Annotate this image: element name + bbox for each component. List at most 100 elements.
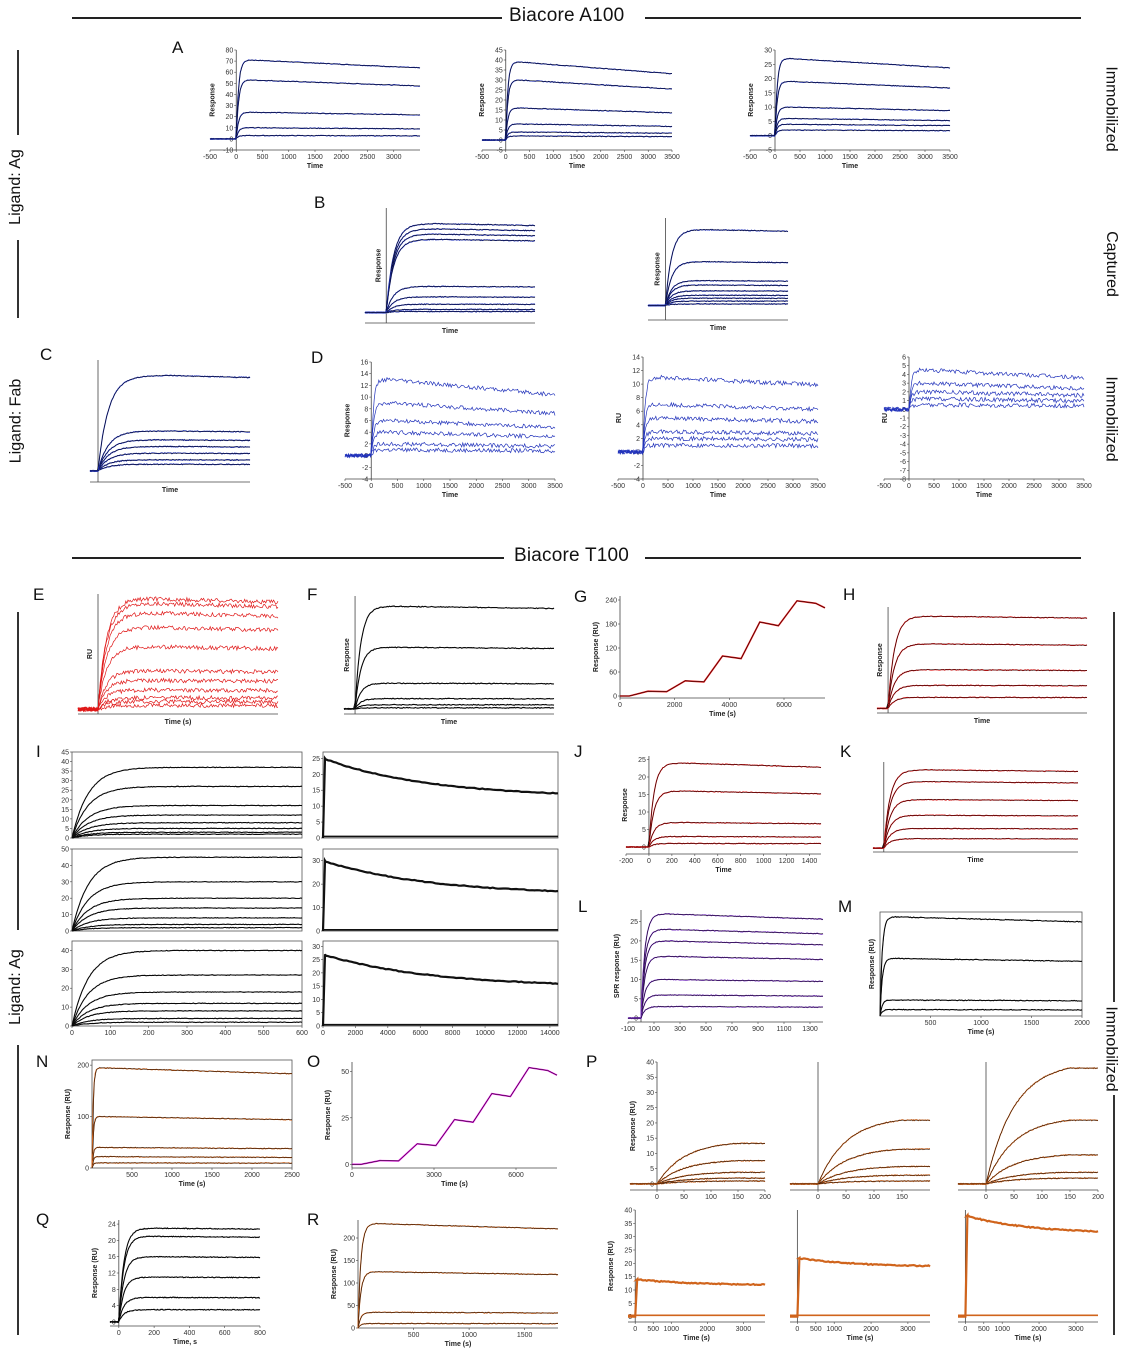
y-tick-label: 10 bbox=[360, 395, 368, 402]
series-4-fit bbox=[873, 815, 1078, 849]
series-6-fit bbox=[71, 1018, 302, 1027]
y-tick-label: 15 bbox=[495, 108, 503, 115]
series-2-line bbox=[71, 880, 303, 931]
y-tick-label: -4 bbox=[900, 442, 906, 449]
series-4-fit bbox=[91, 1156, 292, 1169]
series-1-fit bbox=[110, 1227, 260, 1323]
x-axis-label: Time (s) bbox=[683, 1335, 710, 1342]
series-5-fit bbox=[71, 917, 302, 932]
series-9-line bbox=[77, 694, 279, 712]
series-2-line bbox=[876, 643, 1088, 710]
y-tick-label: 10 bbox=[630, 977, 638, 984]
x-tick-label: 500 bbox=[794, 154, 806, 161]
series-1-line bbox=[481, 61, 672, 142]
y-axis-label: Response (RU) bbox=[869, 939, 876, 989]
y-tick-label: 10 bbox=[624, 1288, 632, 1295]
series-7-fit bbox=[71, 832, 302, 839]
y-axis-label: RU bbox=[87, 649, 94, 659]
series-5-line bbox=[876, 696, 1088, 710]
y-tick-label: 5 bbox=[316, 1010, 320, 1017]
series-4-fit bbox=[110, 1276, 260, 1323]
series-7-line bbox=[627, 1005, 824, 1020]
series-2-fit bbox=[648, 261, 788, 306]
y-tick-label: -6 bbox=[900, 459, 906, 466]
x-tick-label: 1000 bbox=[951, 483, 967, 490]
series-4-fit bbox=[71, 814, 302, 839]
series-4-line bbox=[879, 1008, 1083, 1017]
x-tick-label: -500 bbox=[475, 154, 489, 161]
x-tick-label: 12000 bbox=[508, 1030, 528, 1037]
series-2-line bbox=[71, 785, 303, 839]
series-3-line bbox=[749, 106, 950, 137]
series-4-line bbox=[872, 814, 1079, 849]
left-label-ligand-ag-bottom: Ligand: Ag bbox=[6, 949, 24, 1025]
series-5-fit bbox=[626, 843, 821, 848]
x-tick-label: 2500 bbox=[360, 154, 376, 161]
series-1-fit bbox=[958, 1067, 1098, 1185]
chart-a2: -500 0 500 1000 1500 2000 2500 3000 3500-5051015… bbox=[475, 48, 680, 171]
x-axis-label: Time bbox=[442, 328, 458, 335]
series-2-fit bbox=[90, 430, 250, 472]
y-axis-label: Response (RU) bbox=[593, 622, 600, 672]
x-tick-label: 3000 bbox=[900, 1326, 916, 1333]
y-tick-label: 20 bbox=[312, 772, 320, 779]
x-tick-label: 2000 bbox=[348, 1030, 364, 1037]
y-tick-label: 20 bbox=[630, 938, 638, 945]
x-tick-label: 3000 bbox=[785, 483, 801, 490]
y-tick-label: 60 bbox=[609, 670, 617, 677]
y-axis-label: Response bbox=[877, 643, 884, 677]
y-tick-label: 30 bbox=[312, 944, 320, 951]
x-axis-label: Time (s) bbox=[445, 1341, 472, 1348]
y-tick-label: 20 bbox=[108, 1238, 116, 1245]
series-5-fit bbox=[628, 979, 823, 1019]
x-tick-label: 150 bbox=[896, 1194, 908, 1201]
series-1-line bbox=[957, 1066, 1098, 1186]
y-tick-label: 25 bbox=[624, 1248, 632, 1255]
series-4-line bbox=[77, 624, 279, 712]
series-5-fit bbox=[790, 1180, 930, 1185]
x-tick-label: 2500 bbox=[617, 154, 633, 161]
y-tick-label: 8 bbox=[364, 406, 368, 413]
x-tick-label: 0 bbox=[984, 1194, 988, 1201]
y-tick-label: 8 bbox=[112, 1287, 116, 1294]
series-10-line bbox=[77, 698, 279, 712]
x-tick-label: 300 bbox=[181, 1030, 193, 1037]
x-tick-label: 1000 bbox=[416, 483, 432, 490]
right-label-captured: Captured bbox=[1102, 231, 1120, 297]
y-tick-label: 5 bbox=[499, 128, 503, 135]
x-tick-label: 2000 bbox=[1074, 1020, 1090, 1027]
chart-b1: Time Response bbox=[364, 208, 536, 335]
x-tick-label: 150 bbox=[1064, 1194, 1076, 1201]
series-4-fit bbox=[344, 698, 554, 710]
y-axis-label: Response bbox=[748, 83, 755, 117]
x-axis-label: Time bbox=[710, 325, 726, 332]
y-tick-label: 12 bbox=[632, 368, 640, 375]
plot-frame bbox=[322, 848, 559, 932]
x-tick-label: 2000 bbox=[863, 1326, 879, 1333]
x-tick-label: 500 bbox=[810, 1326, 822, 1333]
x-tick-label: 2000 bbox=[735, 483, 751, 490]
series-6-fit bbox=[71, 924, 302, 932]
chart-f: Time Response bbox=[343, 596, 555, 726]
y-tick-label: 0 bbox=[634, 1016, 638, 1023]
x-axis-label: Time bbox=[569, 163, 585, 170]
series-3-fit bbox=[71, 897, 302, 932]
x-tick-label: 0 bbox=[963, 1326, 967, 1333]
y-tick-label: 45 bbox=[61, 750, 69, 757]
y-tick-label: 0 bbox=[65, 1024, 69, 1031]
series-7-fit bbox=[628, 1006, 823, 1019]
x-tick-label: 0 bbox=[633, 1326, 637, 1333]
y-tick-label: 10 bbox=[764, 105, 772, 112]
y-tick-label: 20 bbox=[225, 114, 233, 121]
x-tick-label: 1200 bbox=[779, 858, 795, 865]
series-2-line bbox=[209, 79, 421, 140]
x-tick-label: 1000 bbox=[685, 483, 701, 490]
y-tick-label: 15 bbox=[638, 792, 646, 799]
chart-r: 500 1000 1500 0 50 100 150 200 Time (s) Response … bbox=[331, 1220, 559, 1348]
y-tick-label: 30 bbox=[61, 879, 69, 886]
y-tick-label: 25 bbox=[495, 88, 503, 95]
bottom-section-title: Biacore T100 bbox=[508, 545, 636, 567]
series-3-line bbox=[109, 1255, 261, 1323]
x-tick-label: 0 bbox=[350, 1172, 354, 1179]
chart-j: -200 0 200 400 600 800 1000 1200 1400 0 5 10 15 20 25 T… bbox=[619, 756, 822, 874]
